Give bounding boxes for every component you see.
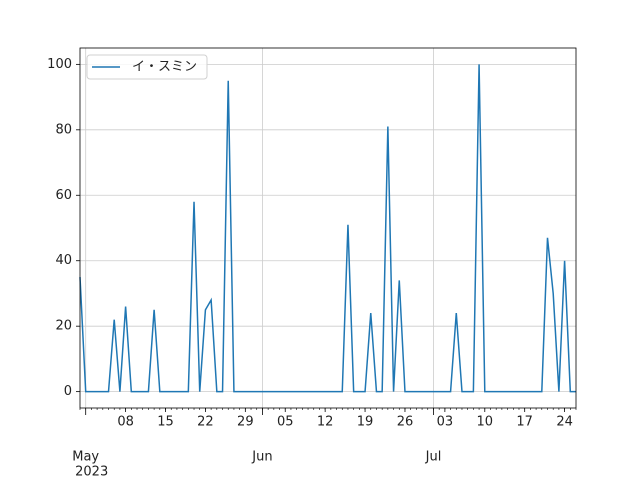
legend-label: イ・スミン — [132, 60, 197, 75]
x-tick-label: 10 — [477, 415, 494, 430]
y-tick-label: 20 — [55, 319, 72, 334]
legend-box — [86, 54, 208, 80]
x-tick-label: 29 — [237, 415, 254, 430]
y-tick-label: 0 — [64, 384, 72, 399]
x-tick-label: 15 — [157, 415, 174, 430]
x-month-label: Jul — [425, 450, 442, 465]
x-tick-label: 08 — [117, 415, 134, 430]
y-tick-label: 80 — [55, 122, 72, 137]
x-tick-label: 24 — [556, 415, 573, 430]
y-tick-label: 60 — [55, 188, 72, 203]
x-tick-label: 17 — [516, 415, 533, 430]
y-tick-label: 100 — [47, 57, 72, 72]
x-tick-label: 19 — [357, 415, 374, 430]
x-tick-label: 26 — [397, 415, 414, 430]
x-month-label: May — [72, 450, 99, 465]
x-tick-label: 05 — [277, 415, 294, 430]
x-tick-label: 22 — [197, 415, 214, 430]
plot-frame — [79, 47, 577, 409]
x-month-label: Jun — [251, 450, 272, 465]
x-tick-label: 03 — [437, 415, 454, 430]
y-tick-label: 40 — [55, 253, 72, 268]
x-tick-label: 12 — [317, 415, 334, 430]
x-year-label: 2023 — [75, 465, 108, 480]
line — [79, 64, 576, 393]
